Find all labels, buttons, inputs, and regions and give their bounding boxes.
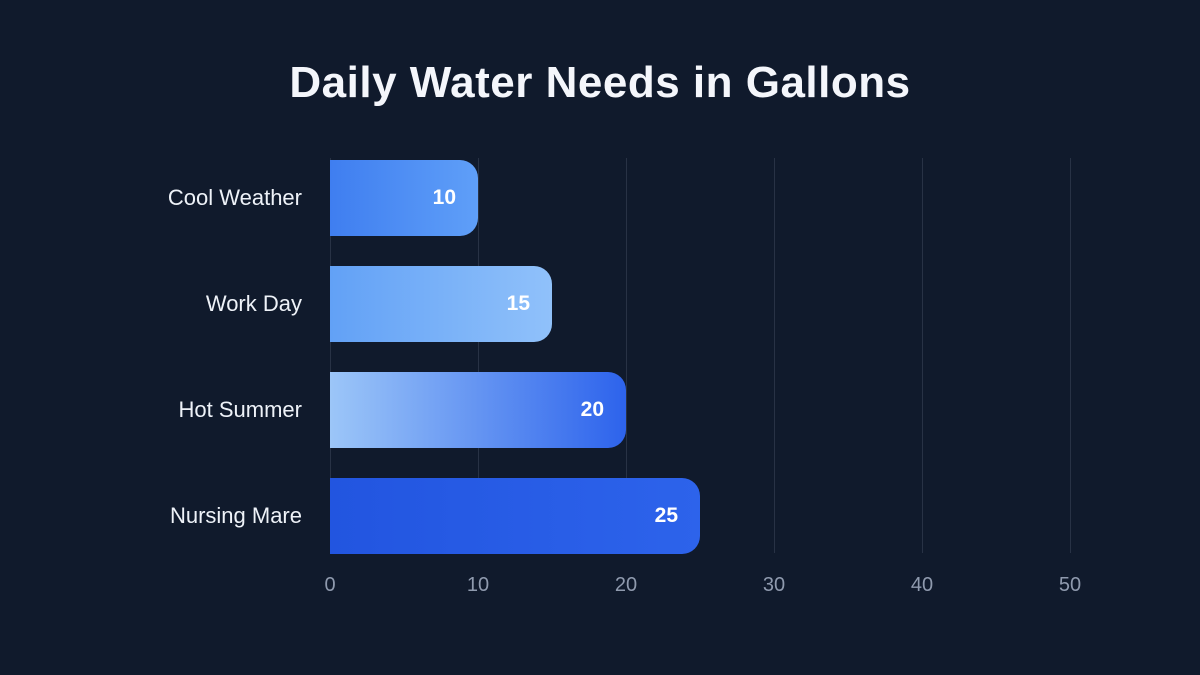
- x-tick-label-30: 30: [762, 574, 786, 596]
- gridline-x40: [922, 158, 923, 553]
- x-tick-label-50: 50: [1058, 574, 1082, 596]
- bar-cool-weather: 10: [330, 160, 478, 236]
- x-tick-label-40: 40: [910, 574, 934, 596]
- category-label: Nursing Mare: [169, 503, 302, 528]
- category-label: Hot Summer: [178, 397, 302, 422]
- chart-title: Daily Water Needs in Gallons: [289, 58, 911, 107]
- category-label: Work Day: [205, 291, 302, 316]
- gridline-x0: [330, 158, 331, 553]
- category-label: Cool Weather: [167, 185, 302, 210]
- gridline-x20: [626, 158, 627, 553]
- gridline-x10: [478, 158, 479, 553]
- x-tick-label-20: 20: [614, 574, 638, 596]
- x-tick-label-0: 0: [324, 574, 336, 596]
- bar-work-day: 15: [330, 266, 552, 342]
- gridline-x30: [774, 158, 775, 553]
- bar-hot-summer: 20: [330, 372, 626, 448]
- bar-nursing-mare: 25: [330, 478, 700, 554]
- bar-value-label: 20: [580, 398, 604, 421]
- bar-value-label: 15: [506, 292, 530, 315]
- x-tick-label-10: 10: [466, 574, 490, 596]
- gridline-x50: [1070, 158, 1071, 553]
- bar-value-label: 25: [654, 504, 678, 527]
- bar-value-label: 10: [432, 186, 456, 209]
